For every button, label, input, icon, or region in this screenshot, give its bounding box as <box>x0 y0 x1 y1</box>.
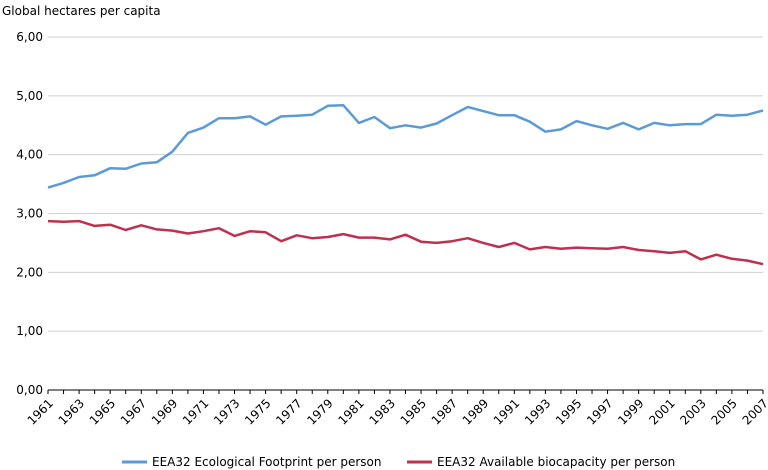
x-tick-label: 1973 <box>211 396 242 427</box>
y-tick-label: 4,00 <box>16 148 43 162</box>
x-tick-label: 1961 <box>25 396 56 427</box>
x-tick-label: 1965 <box>87 396 118 427</box>
legend-label-1: EEA32 Ecological Footprint per person <box>152 455 381 469</box>
x-tick-label: 2001 <box>646 396 677 427</box>
y-tick-labels: 0,00 1,00 2,00 3,00 4,00 5,00 6,00 <box>16 30 43 397</box>
x-tick-label: 2003 <box>677 396 708 427</box>
x-tick-label: 1963 <box>56 396 87 427</box>
x-tick-label: 1995 <box>553 396 584 427</box>
x-tick-label: 1981 <box>335 396 366 427</box>
x-tick-labels: 1961 1963 1965 1967 1969 1971 1973 1975 1977 1979… <box>25 390 768 428</box>
x-tick-label: 1989 <box>460 396 491 427</box>
y-axis-title: Global hectares per capita <box>2 4 161 18</box>
x-tick-label: 1977 <box>273 396 304 427</box>
legend-label-2: EEA32 Available biocapacity per person <box>437 455 675 469</box>
x-tick-label: 1987 <box>429 396 460 427</box>
x-tick-label: 1971 <box>180 396 211 427</box>
gridlines <box>48 36 763 332</box>
x-tick-label: 2005 <box>708 396 739 427</box>
series-lines <box>47 103 764 266</box>
x-tick-label: 1993 <box>522 396 553 427</box>
series-line-2 <box>47 219 764 266</box>
legend: EEA32 Ecological Footprint per person EEA… <box>122 455 675 469</box>
x-tick-label: 1991 <box>491 396 522 427</box>
x-tick-label: 1997 <box>584 396 615 427</box>
y-tick-label: 5,00 <box>16 89 43 103</box>
y-tick-label: 2,00 <box>16 265 43 279</box>
x-tick-label: 1975 <box>242 396 273 427</box>
y-tick-label: 3,00 <box>16 207 43 221</box>
y-tick-label: 0,00 <box>16 383 43 397</box>
x-tick-label: 1969 <box>149 396 180 427</box>
x-tick-label: 1985 <box>398 396 429 427</box>
x-tick-label: 1979 <box>304 396 335 427</box>
y-tick-label: 6,00 <box>16 30 43 44</box>
x-tick-label: 1983 <box>367 396 398 427</box>
x-tick-label: 1999 <box>615 396 646 427</box>
y-tick-label: 1,00 <box>16 324 43 338</box>
x-tick-label: 2007 <box>740 396 768 427</box>
series-line-1 <box>47 103 764 189</box>
x-tick-label: 1967 <box>118 396 149 427</box>
